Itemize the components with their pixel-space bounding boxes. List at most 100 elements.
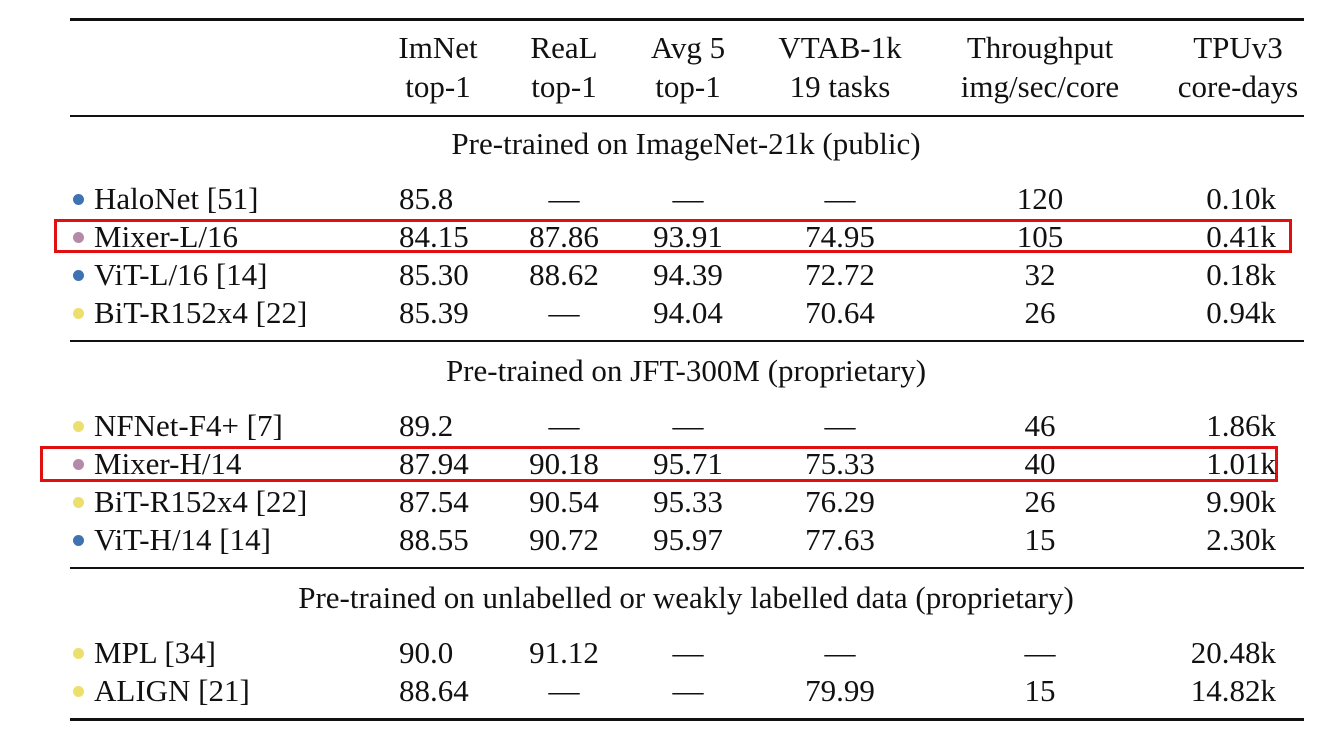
model-dot-icon <box>73 308 84 319</box>
column-header-line1: ReaL <box>530 30 598 65</box>
cell-real: 91.12 <box>529 635 599 670</box>
cell-avg5: 94.04 <box>653 295 723 330</box>
column-header-line2: core-days <box>1177 69 1299 104</box>
cell-real: — <box>548 673 580 708</box>
table-rule <box>70 18 1304 21</box>
cell-vtab: 77.63 <box>805 522 875 557</box>
cell-throughput: 26 <box>1024 484 1056 519</box>
cell-tpu: 0.94k <box>1206 295 1276 330</box>
cell-avg5: 95.33 <box>653 484 723 519</box>
column-header-line1: VTAB-1k <box>778 30 902 65</box>
cell-throughput: 15 <box>1024 673 1056 708</box>
cell-avg5: — <box>672 408 704 443</box>
cell-vtab: 79.99 <box>805 673 875 708</box>
cell-real: 90.18 <box>529 446 599 481</box>
cell-real: 90.72 <box>529 522 599 557</box>
cell-tpu: 9.90k <box>1206 484 1276 519</box>
cell-imnet: 87.94 <box>399 446 469 481</box>
table-rule <box>70 718 1304 721</box>
cell-imnet: 84.15 <box>399 219 469 254</box>
model-name: Mixer-H/14 <box>94 446 242 481</box>
cell-tpu: 14.82k <box>1190 673 1276 708</box>
cell-avg5: 95.71 <box>653 446 723 481</box>
cell-vtab: 76.29 <box>805 484 875 519</box>
cell-avg5: — <box>672 673 704 708</box>
cell-imnet: 85.8 <box>399 181 454 216</box>
cell-tpu: 0.10k <box>1206 181 1276 216</box>
table-rule <box>70 115 1304 117</box>
cell-vtab: 70.64 <box>805 295 875 330</box>
column-header-line1: Avg 5 <box>650 30 726 65</box>
cell-tpu: 0.18k <box>1206 257 1276 292</box>
cell-throughput: 105 <box>1016 219 1064 254</box>
row-highlight-box <box>40 446 1278 482</box>
model-name: ViT-L/16 [14] <box>94 257 268 292</box>
cell-imnet: 88.55 <box>399 522 469 557</box>
column-header-line2: 19 tasks <box>789 69 891 104</box>
cell-tpu: 2.30k <box>1206 522 1276 557</box>
model-dot-icon <box>73 459 84 470</box>
model-dot-icon <box>73 535 84 546</box>
model-dot-icon <box>73 270 84 281</box>
cell-real: — <box>548 295 580 330</box>
column-header-line2: top-1 <box>531 69 597 104</box>
cell-throughput: 120 <box>1016 181 1064 216</box>
cell-real: 88.62 <box>529 257 599 292</box>
model-name: MPL [34] <box>94 635 216 670</box>
model-dot-icon <box>73 497 84 508</box>
column-header-line1: TPUv3 <box>1193 30 1283 65</box>
cell-imnet: 89.2 <box>399 408 454 443</box>
cell-tpu: 1.01k <box>1206 446 1276 481</box>
model-dot-icon <box>73 232 84 243</box>
cell-imnet: 87.54 <box>399 484 469 519</box>
cell-real: 87.86 <box>529 219 599 254</box>
cell-tpu: 1.86k <box>1206 408 1276 443</box>
cell-throughput: 26 <box>1024 295 1056 330</box>
cell-real: — <box>548 408 580 443</box>
cell-vtab: 75.33 <box>805 446 875 481</box>
cell-vtab: — <box>824 181 856 216</box>
model-name: NFNet-F4+ [7] <box>94 408 283 443</box>
model-name: Mixer-L/16 <box>94 219 239 254</box>
cell-avg5: — <box>672 635 704 670</box>
cell-vtab: — <box>824 408 856 443</box>
cell-real: 90.54 <box>529 484 599 519</box>
cell-imnet: 88.64 <box>399 673 469 708</box>
cell-throughput: 32 <box>1024 257 1056 292</box>
cell-avg5: — <box>672 181 704 216</box>
model-name: BiT-R152x4 [22] <box>94 484 308 519</box>
cell-real: — <box>548 181 580 216</box>
model-name: HaloNet [51] <box>94 181 259 216</box>
cell-throughput: — <box>1024 635 1056 670</box>
model-name: ALIGN [21] <box>94 673 250 708</box>
table-rule <box>70 340 1304 342</box>
cell-tpu: 20.48k <box>1190 635 1276 670</box>
cell-avg5: 93.91 <box>653 219 723 254</box>
model-dot-icon <box>73 686 84 697</box>
column-header-line2: top-1 <box>655 69 721 104</box>
section-title: Pre-trained on ImageNet-21k (public) <box>451 126 921 161</box>
model-dot-icon <box>73 194 84 205</box>
model-dot-icon <box>73 648 84 659</box>
section-title: Pre-trained on unlabelled or weakly labe… <box>298 580 1074 615</box>
row-highlight-box <box>54 219 1292 253</box>
column-header-line2: top-1 <box>405 69 471 104</box>
column-header-line1: ImNet <box>398 30 478 65</box>
cell-throughput: 46 <box>1024 408 1056 443</box>
cell-avg5: 95.97 <box>653 522 723 557</box>
cell-throughput: 40 <box>1024 446 1056 481</box>
cell-imnet: 90.0 <box>399 635 454 670</box>
model-name: ViT-H/14 [14] <box>94 522 271 557</box>
cell-imnet: 85.30 <box>399 257 469 292</box>
model-name: BiT-R152x4 [22] <box>94 295 308 330</box>
cell-vtab: — <box>824 635 856 670</box>
table-rule <box>70 567 1304 569</box>
cell-vtab: 74.95 <box>805 219 875 254</box>
cell-imnet: 85.39 <box>399 295 469 330</box>
model-dot-icon <box>73 421 84 432</box>
cell-throughput: 15 <box>1024 522 1056 557</box>
column-header-line2: img/sec/core <box>960 69 1120 104</box>
cell-vtab: 72.72 <box>805 257 875 292</box>
cell-tpu: 0.41k <box>1206 219 1276 254</box>
column-header-line1: Throughput <box>966 30 1114 65</box>
